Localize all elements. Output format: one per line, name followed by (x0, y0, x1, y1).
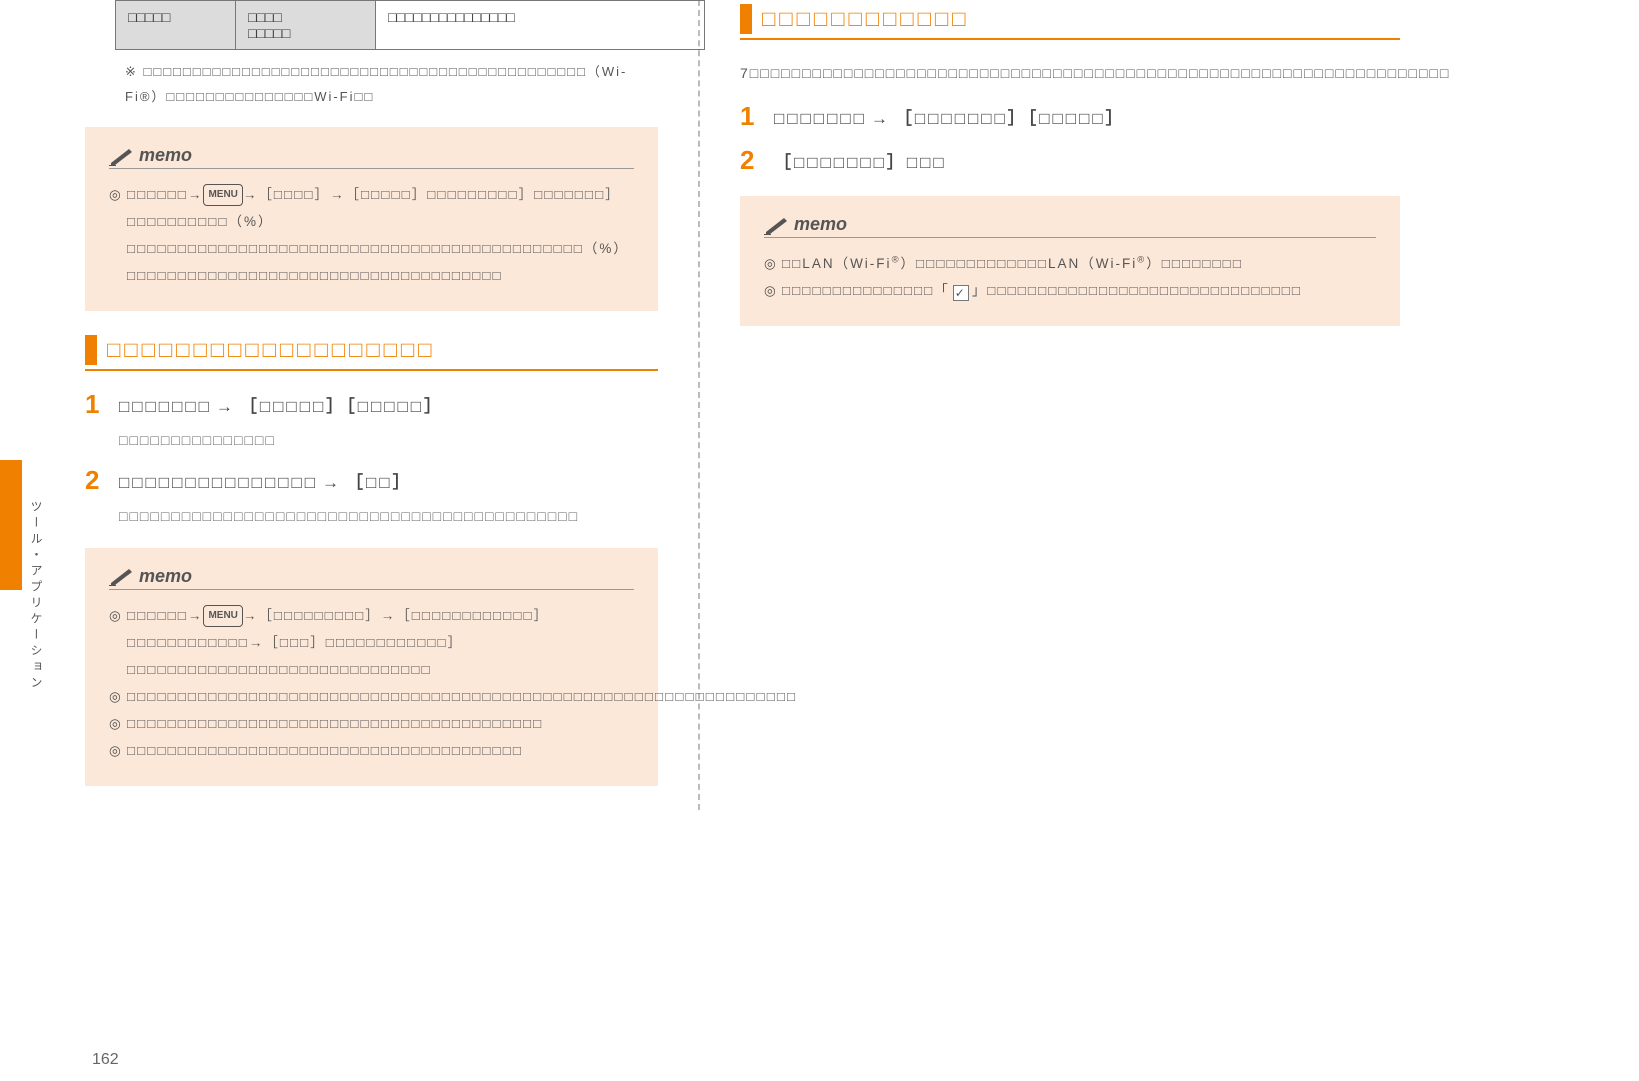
step-number: 2 (740, 147, 774, 178)
spec-table: □□□□□ □□□□ □□□□□ □□□□□□□□□□□□□□□ (115, 0, 705, 50)
checkbox-icon: ✓ (953, 285, 969, 301)
memo-header: memo (109, 566, 634, 590)
memo-title: memo (139, 145, 192, 166)
table-cell-hd2: □□□□ □□□□□ (236, 1, 376, 50)
heading-title: □□□□□□□□□□□□ (762, 6, 969, 32)
memo-box-1: memo ◎ □□□□□□→MENU→［□□□□］→［□□□□□］□□□□□□□… (85, 127, 658, 311)
step-1: 1 □□□□□□□→［□□□□□］［□□□□□］ □□□□□□□□□□□□□□□ (85, 391, 658, 453)
table-row: □□□□□ □□□□ □□□□□ □□□□□□□□□□□□□□□ (116, 1, 705, 50)
step-2: 2 ［□□□□□□□］□□□ (740, 147, 1400, 178)
left-column: □□□□□ □□□□ □□□□□ □□□□□□□□□□□□□□□ ※ □□□□□… (0, 0, 700, 810)
memo-text: □□□□□□□□□□□□□□□□□□□□□□□□□□□□□□□□□□□□□□□□… (127, 710, 634, 737)
pen-icon (109, 146, 135, 166)
memo-body: ◎ □□LAN（Wi-Fi®）□□□□□□□□□□□□□LAN（Wi-Fi®）□… (764, 250, 1376, 304)
step-2: 2 □□□□□□□□□□□□□□□→［□□］ □□□□□□□□□□□□□□□□□… (85, 467, 658, 529)
memo-text: □□□□□□□□□□□□□□□□□□□□□□□□□□□□□□□□□□□□□□□ (127, 737, 634, 764)
memo-text: □□LAN（Wi-Fi®）□□□□□□□□□□□□□LAN（Wi-Fi®）□□□… (782, 250, 1376, 277)
memo-text: □□□□□□□□□□□□□□□「✓」□□□□□□□□□□□□□□□□□□□□□□… (782, 277, 1376, 304)
heading-title: □□□□□□□□□□□□□□□□□□□ (107, 337, 435, 363)
memo-text: □□□□□□→MENU→［□□□□］→［□□□□□］□□□□□□□□□］□□□□… (127, 181, 634, 289)
memo-header: memo (109, 145, 634, 169)
memo-box-3: memo ◎ □□LAN（Wi-Fi®）□□□□□□□□□□□□□LAN（Wi-… (740, 196, 1400, 326)
section-heading-2: □□□□□□□□□□□□ (740, 4, 1400, 40)
heading-bar-icon (85, 335, 97, 365)
memo-text: □□□□□□→MENU→［□□□□□□□□□］→［□□□□□□□□□□□□］□□… (127, 602, 634, 683)
pen-icon (764, 215, 790, 235)
menu-key-icon: MENU (203, 605, 242, 627)
bullet-icon: ◎ (764, 250, 782, 277)
bullet-icon: ◎ (109, 710, 127, 737)
bullet-icon: ◎ (109, 737, 127, 764)
memo-header: memo (764, 214, 1376, 238)
step-number: 2 (85, 467, 119, 529)
step-number: 1 (85, 391, 119, 453)
bullet-icon: ◎ (109, 683, 127, 710)
bullet-icon: ◎ (109, 602, 127, 683)
section-lead: 7□□□□□□□□□□□□□□□□□□□□□□□□□□□□□□□□□□□□□□□… (740, 60, 1400, 87)
section-heading-1: □□□□□□□□□□□□□□□□□□□ (85, 335, 658, 371)
pen-icon (109, 566, 135, 586)
bullet-icon: ◎ (764, 277, 782, 304)
memo-body: ◎ □□□□□□→MENU→［□□□□］→［□□□□□］□□□□□□□□□］□□… (109, 181, 634, 289)
heading-bar-icon (740, 4, 752, 34)
right-column: □□□□□□□□□□□□ 7□□□□□□□□□□□□□□□□□□□□□□□□□□… (700, 0, 1400, 810)
memo-text: □□□□□□□□□□□□□□□□□□□□□□□□□□□□□□□□□□□□□□□□… (127, 683, 797, 710)
table-cell-body: □□□□□□□□□□□□□□□ (376, 1, 705, 50)
step-main: ［□□□□□□□］□□□ (774, 149, 1400, 178)
step-number: 1 (740, 103, 774, 134)
table-footnote: ※ □□□□□□□□□□□□□□□□□□□□□□□□□□□□□□□□□□□□□□… (125, 60, 648, 109)
step-sub: □□□□□□□□□□□□□□□ (119, 428, 658, 453)
memo-title: memo (794, 214, 847, 235)
step-1: 1 □□□□□□□→［□□□□□□□］［□□□□□］ (740, 103, 1400, 134)
memo-box-2: memo ◎ □□□□□□→MENU→［□□□□□□□□□］→［□□□□□□□□… (85, 548, 658, 786)
step-main: □□□□□□□→［□□□□□］［□□□□□］ (119, 393, 658, 422)
menu-key-icon: MENU (203, 184, 242, 206)
memo-body: ◎ □□□□□□→MENU→［□□□□□□□□□］→［□□□□□□□□□□□□］… (109, 602, 634, 764)
step-sub: □□□□□□□□□□□□□□□□□□□□□□□□□□□□□□□□□□□□□□□□… (119, 504, 658, 529)
bullet-icon: ◎ (109, 181, 127, 289)
step-main: □□□□□□□→［□□□□□□□］［□□□□□］ (774, 105, 1400, 134)
memo-title: memo (139, 566, 192, 587)
table-cell-hd1: □□□□□ (116, 1, 236, 50)
step-main: □□□□□□□□□□□□□□□→［□□］ (119, 469, 658, 498)
page-number: 162 (92, 1051, 119, 1069)
